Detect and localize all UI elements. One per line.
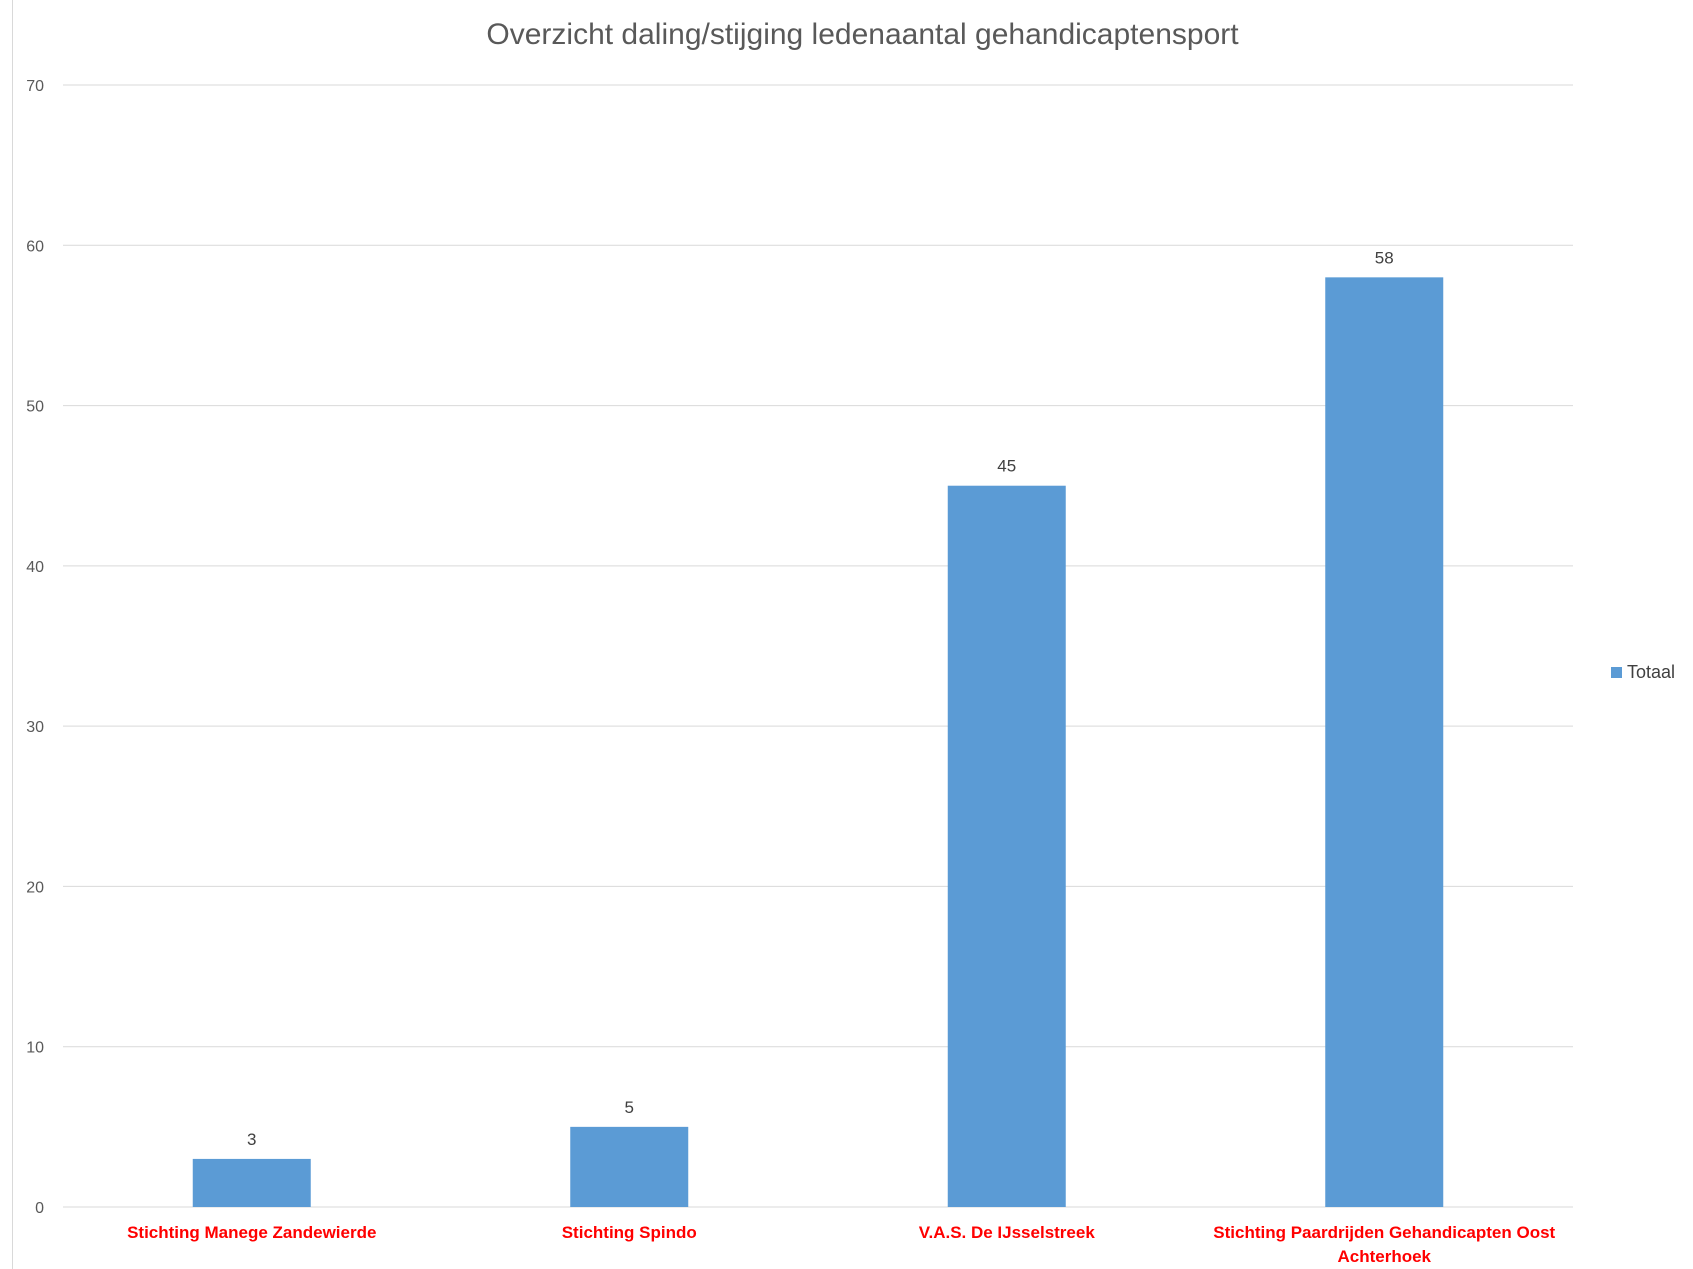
bar	[947, 485, 1066, 1207]
data-label: 58	[1375, 248, 1394, 267]
bar	[570, 1126, 689, 1207]
x-tick-label: Stichting Spindo	[562, 1223, 697, 1242]
x-tick-label: V.A.S. De IJsselstreek	[919, 1223, 1096, 1242]
gridlines	[63, 84, 1573, 1208]
bar	[1325, 277, 1444, 1207]
y-axis-ticks: 0 10 20 30 40 50 60 70	[26, 78, 44, 1217]
x-tick-label-line: Stichting Spindo	[562, 1223, 697, 1242]
chart-frame-border	[12, 0, 13, 1269]
y-tick-label: 0	[35, 1200, 44, 1217]
x-tick-label-line: V.A.S. De IJsselstreek	[919, 1223, 1096, 1242]
bars	[192, 277, 1444, 1207]
x-axis-labels: Stichting Manege Zandewierde Stichting Sp…	[127, 1223, 1555, 1266]
x-tick-label: Stichting Manege Zandewierde	[127, 1223, 376, 1242]
y-tick-label: 20	[26, 879, 44, 896]
x-tick-label: Stichting Paardrijden Gehandicapten Oost…	[1213, 1223, 1555, 1266]
y-tick-label: 30	[26, 719, 44, 736]
x-tick-label-line: Stichting Paardrijden Gehandicapten Oost	[1213, 1223, 1555, 1242]
legend-swatch	[1611, 667, 1622, 678]
chart-title: Overzicht daling/stijging ledenaantal ge…	[486, 18, 1239, 51]
x-tick-label-line: Achterhoek	[1337, 1247, 1431, 1266]
data-label: 5	[625, 1098, 634, 1117]
y-tick-label: 40	[26, 559, 44, 576]
y-tick-label: 10	[26, 1040, 44, 1057]
legend-label: Totaal	[1627, 662, 1676, 682]
y-tick-label: 60	[26, 238, 44, 255]
bar	[192, 1158, 311, 1207]
data-label: 3	[247, 1130, 256, 1149]
legend: Totaal	[1611, 662, 1675, 683]
x-tick-label-line: Stichting Manege Zandewierde	[127, 1223, 376, 1242]
y-tick-label: 70	[26, 78, 44, 95]
y-tick-label: 50	[26, 399, 44, 416]
data-label: 45	[997, 457, 1016, 476]
data-labels: 3 5 45 58	[247, 248, 1394, 1149]
